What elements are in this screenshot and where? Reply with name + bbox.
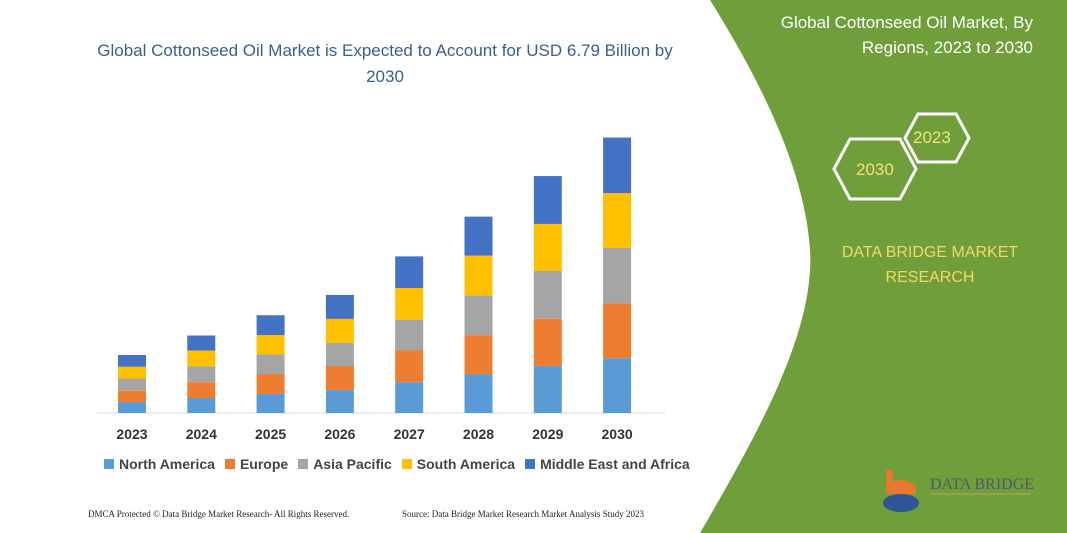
- bar-segment-2026-south-america: [325, 318, 354, 343]
- bar-segment-2028-asia-pacific: [464, 295, 493, 336]
- bar-segment-2024-asia-pacific: [187, 366, 216, 383]
- x-tick-label: 2029: [532, 426, 564, 442]
- legend-item: Asia Pacific: [298, 456, 392, 472]
- logo-icon: [883, 470, 1030, 512]
- legend-swatch: [104, 459, 114, 469]
- legend-item: North America: [104, 456, 215, 472]
- bar-segment-2027-middle-east-and-africa: [395, 256, 424, 289]
- bar-segment-2029-middle-east-and-africa: [533, 176, 562, 224]
- bar-segment-2025-asia-pacific: [256, 354, 285, 375]
- bar-segment-2023-north-america: [118, 402, 146, 413]
- hexagon-2030: [832, 137, 918, 201]
- bar-segment-2027-south-america: [395, 288, 424, 320]
- panel-title: Global Cottonseed Oil Market, By Regions…: [780, 13, 1033, 57]
- legend-label: Europe: [239, 456, 289, 472]
- legend-label: Middle East and Africa: [540, 456, 690, 472]
- chart-title: Global Cottonseed Oil Market is Expected…: [97, 41, 673, 86]
- bar-segment-2030-north-america: [603, 358, 632, 413]
- bar-segment-2023-europe: [118, 390, 146, 403]
- legend-item: South America: [401, 456, 516, 472]
- bar-segment-2023-asia-pacific: [118, 378, 146, 391]
- legend-swatch: [401, 459, 412, 469]
- bar-segment-2023-middle-east-and-africa: [118, 354, 146, 367]
- bar-segment-2024-europe: [187, 382, 216, 398]
- bar-segment-2029-north-america: [533, 365, 562, 413]
- x-tick-label: 2027: [393, 426, 425, 442]
- x-tick-label: 2024: [185, 426, 217, 442]
- bar-segment-2025-europe: [256, 374, 285, 394]
- bar-segment-2028-north-america: [464, 374, 493, 413]
- brand-text: DATA BRIDGE MARKET RESEARCH: [841, 244, 1019, 286]
- bar-segment-2025-middle-east-and-africa: [256, 315, 285, 336]
- bar-segment-2027-europe: [395, 350, 424, 383]
- footer-copyright: DMCA Protected © Data Bridge Market Rese…: [88, 509, 350, 519]
- bar-segment-2028-middle-east-and-africa: [464, 216, 493, 256]
- logo-text: DATA BRIDGE: [930, 476, 1035, 493]
- legend-label: North America: [119, 456, 215, 472]
- bar-segment-2027-asia-pacific: [395, 319, 424, 351]
- bar-segment-2023-south-america: [118, 366, 146, 379]
- bar-segment-2026-north-america: [325, 389, 354, 413]
- footer-source: Source: Data Bridge Market Research Mark…: [402, 509, 644, 519]
- legend-label: South America: [416, 456, 516, 472]
- legend-swatch: [525, 459, 536, 469]
- green-side-panel: [700, 0, 1067, 533]
- bar-segment-2028-south-america: [464, 255, 493, 296]
- x-tick-label: 2026: [324, 426, 356, 442]
- bar-segment-2026-europe: [325, 365, 354, 390]
- bar-segment-2028-europe: [464, 335, 493, 375]
- legend-swatch: [224, 459, 235, 469]
- x-tick-label: 2025: [255, 426, 287, 442]
- legend-item: Europe: [224, 456, 289, 472]
- hex-label-2030: 2030: [856, 160, 894, 179]
- x-tick-label: 2030: [601, 426, 633, 442]
- bar-segment-2030-middle-east-and-africa: [603, 137, 632, 194]
- bar-segment-2024-middle-east-and-africa: [187, 335, 216, 351]
- hexagon-2023: [903, 112, 971, 164]
- legend-item: Middle East and Africa: [525, 456, 690, 472]
- hex-label-2023: 2023: [913, 128, 951, 147]
- bar-segment-2025-north-america: [256, 393, 285, 413]
- legend-swatch: [298, 459, 309, 469]
- bar-segment-2029-europe: [533, 318, 562, 366]
- bar-segment-2024-south-america: [187, 350, 216, 367]
- x-tick-label: 2023: [116, 426, 148, 442]
- legend: North America Europe Asia Pacific South Ame…: [104, 456, 690, 472]
- stacked-bar-chart: [97, 137, 665, 414]
- bar-segment-2026-asia-pacific: [325, 342, 354, 366]
- legend-label: Asia Pacific: [313, 456, 392, 472]
- bar-segment-2026-middle-east-and-africa: [325, 294, 354, 319]
- bar-segment-2025-south-america: [256, 335, 285, 355]
- bar-segment-2030-south-america: [603, 193, 632, 248]
- bar-segment-2030-asia-pacific: [603, 247, 632, 304]
- bar-segment-2029-south-america: [533, 223, 562, 271]
- bar-segment-2030-europe: [603, 303, 632, 359]
- bar-segment-2027-north-america: [395, 382, 424, 413]
- x-tick-label: 2028: [462, 426, 495, 442]
- bar-segment-2029-asia-pacific: [533, 271, 562, 319]
- bar-segment-2024-north-america: [187, 397, 216, 413]
